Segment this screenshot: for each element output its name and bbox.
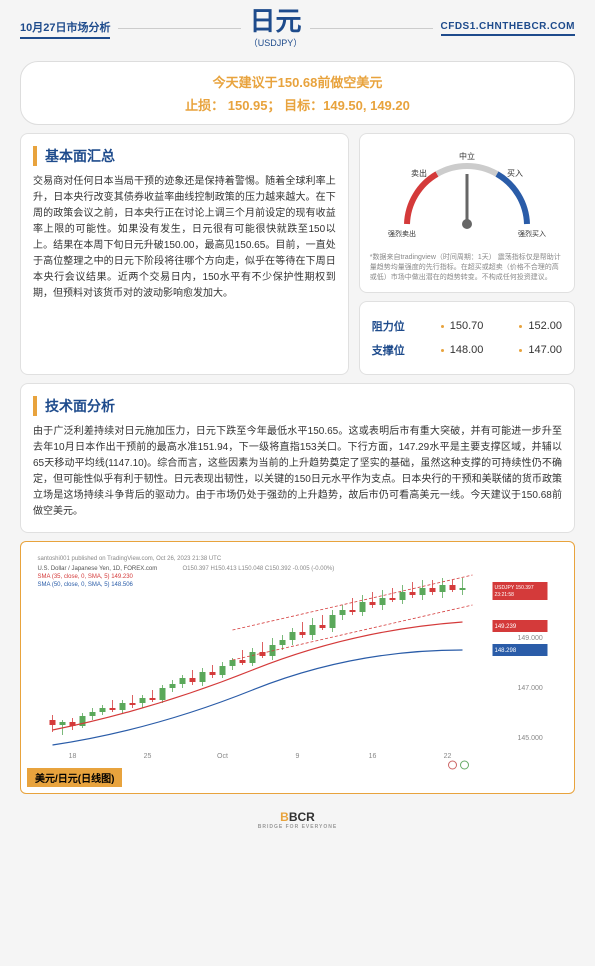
svg-text:149.239: 149.239 xyxy=(495,624,517,630)
support-2: 147.00 xyxy=(528,344,562,356)
fundamental-title: 基本面汇总 xyxy=(33,146,336,166)
gauge-note: *数据来自tradingview（时间周期：1天） 震荡指标仅是帮助计量趋势均量… xyxy=(370,253,564,282)
svg-text:149.000: 149.000 xyxy=(518,635,543,642)
fundamental-body: 交易商对任何日本当局干预的迹象还是保持着警惕。随着全球利率上升，日本央行改变其债… xyxy=(33,174,336,302)
svg-text:SMA (35, close, 0, SMA, 5) 149: SMA (35, close, 0, SMA, 5) 149.230 xyxy=(38,574,134,580)
svg-text:强烈卖出: 强烈卖出 xyxy=(388,229,416,238)
svg-text:SMA (50, close, 0, SMA, 5) 148: SMA (50, close, 0, SMA, 5) 148.506 xyxy=(38,582,134,588)
recommendation-line1: 今天建议于150.68前做空美元 xyxy=(41,72,554,91)
svg-text:22: 22 xyxy=(444,753,452,760)
sentiment-gauge: 中立 卖出 买入 强烈卖出 强烈买入 xyxy=(377,144,557,244)
svg-text:USDJPY 150.397: USDJPY 150.397 xyxy=(495,585,534,591)
chart-label: 美元/日元(日线图) xyxy=(27,768,122,787)
price-chart: santoshi001 published on TradingView.com… xyxy=(29,550,566,780)
levels-card: 阻力位 150.70 152.00 支撑位 148.00 147.00 xyxy=(359,301,575,375)
svg-text:18: 18 xyxy=(69,753,77,760)
technical-body: 由于广泛利差持续对日元施加压力，日元下跌至今年最低水平150.65。这或表明后市… xyxy=(33,424,562,520)
support-label: 支撑位 xyxy=(372,342,405,358)
gauge-card: 中立 卖出 买入 强烈卖出 强烈买入 *数据来自tradingview（时间周期… xyxy=(359,133,575,293)
resistance-2: 152.00 xyxy=(528,320,562,332)
svg-text:9: 9 xyxy=(296,753,300,760)
svg-text:santoshi001 published on Tradi: santoshi001 published on TradingView.com… xyxy=(38,556,222,562)
footer: BBCRBCR BRIDGE FOR EVERYONE xyxy=(0,802,595,838)
svg-text:卖出: 卖出 xyxy=(411,168,427,178)
svg-text:16: 16 xyxy=(369,753,377,760)
fundamental-card: 基本面汇总 交易商对任何日本当局干预的迹象还是保持着警惕。随着全球利率上升，日本… xyxy=(20,133,349,375)
svg-text:O150.397 H150.413 L150.048 C15: O150.397 H150.413 L150.048 C150.392 -0.0… xyxy=(183,566,335,572)
support-1: 148.00 xyxy=(450,344,484,356)
svg-text:Oct: Oct xyxy=(217,753,228,760)
divider xyxy=(118,28,240,29)
resistance-label: 阻力位 xyxy=(372,318,405,334)
svg-text:25: 25 xyxy=(144,753,152,760)
svg-text:147.000: 147.000 xyxy=(518,685,543,692)
svg-text:强烈买入: 强烈买入 xyxy=(518,229,546,238)
title-block: 日元 （USDJPY） xyxy=(249,8,303,49)
svg-text:23:21:58: 23:21:58 xyxy=(495,592,515,598)
technical-card: 技术面分析 由于广泛利差持续对日元施加压力，日元下跌至今年最低水平150.65。… xyxy=(20,383,575,533)
technical-title: 技术面分析 xyxy=(33,396,562,416)
page-subtitle: （USDJPY） xyxy=(249,36,303,49)
svg-text:148.298: 148.298 xyxy=(495,648,517,654)
divider xyxy=(310,28,432,29)
recommendation-box: 今天建议于150.68前做空美元 止损： 150.95； 目标：149.50, … xyxy=(20,61,575,125)
svg-text:中立: 中立 xyxy=(459,151,475,161)
resistance-1: 150.70 xyxy=(450,320,484,332)
svg-text:U.S. Dollar / Japanese Yen, 1D: U.S. Dollar / Japanese Yen, 1D, FOREX.co… xyxy=(38,566,158,572)
svg-text:145.000: 145.000 xyxy=(518,735,543,742)
site-label: CFDS1.CHNTHEBCR.COM xyxy=(441,21,576,36)
svg-text:买入: 买入 xyxy=(507,169,523,178)
page-title: 日元 xyxy=(249,8,303,34)
date-label: 10月27日市场分析 xyxy=(20,19,110,39)
chart-card: santoshi001 published on TradingView.com… xyxy=(20,541,575,794)
footer-tagline: BRIDGE FOR EVERYONE xyxy=(0,824,595,830)
recommendation-line2: 止损： 150.95； 目标：149.50, 149.20 xyxy=(41,95,554,114)
